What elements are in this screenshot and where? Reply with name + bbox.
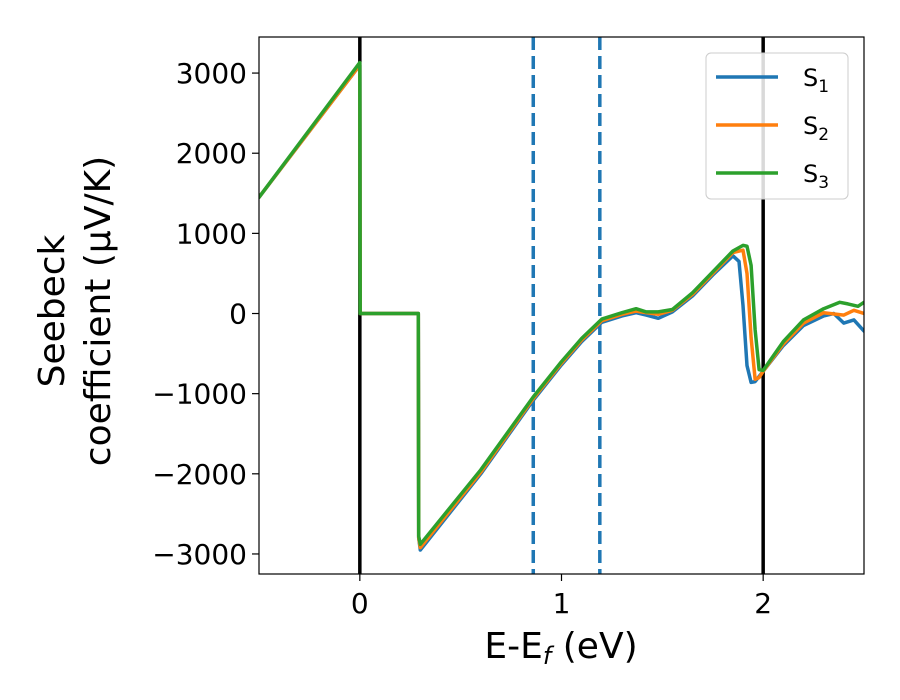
y-tick-label: 0 bbox=[229, 298, 247, 331]
y-tick-label: 2000 bbox=[176, 137, 247, 170]
legend: S1 S2 S3 bbox=[705, 52, 849, 200]
y-tick-label: −1000 bbox=[152, 378, 247, 411]
y-tick-label: 1000 bbox=[176, 217, 247, 250]
x-axis-label-main: E-E bbox=[484, 626, 542, 667]
y-axis-ticks: 3000 2000 1000 0 −1000 −2000 −3000 bbox=[152, 57, 259, 571]
x-axis-ticks: 0 1 2 bbox=[351, 574, 772, 620]
y-axis-label-line2: coefficient (μV/K) bbox=[78, 156, 119, 466]
y-tick-label: 3000 bbox=[176, 57, 247, 90]
x-tick-label: 0 bbox=[351, 587, 369, 620]
y-axis-label: Seebeck coefficient (μV/K) bbox=[32, 156, 119, 466]
series-line-s3 bbox=[259, 60, 864, 547]
y-axis-label-line1: Seebeck bbox=[32, 234, 73, 387]
legend-label-s2: S2 bbox=[803, 112, 829, 145]
legend-label-s1: S1 bbox=[803, 64, 829, 97]
x-tick-label: 1 bbox=[553, 587, 571, 620]
series-layer bbox=[259, 60, 864, 552]
x-tick-label: 2 bbox=[754, 587, 772, 620]
x-axis-label-unit: (eV) bbox=[551, 626, 637, 667]
y-tick-label: −2000 bbox=[152, 458, 247, 491]
y-tick-label: −3000 bbox=[152, 538, 247, 571]
legend-label-s3: S3 bbox=[803, 160, 829, 193]
x-axis-label: E-Ef (eV) bbox=[484, 626, 637, 670]
